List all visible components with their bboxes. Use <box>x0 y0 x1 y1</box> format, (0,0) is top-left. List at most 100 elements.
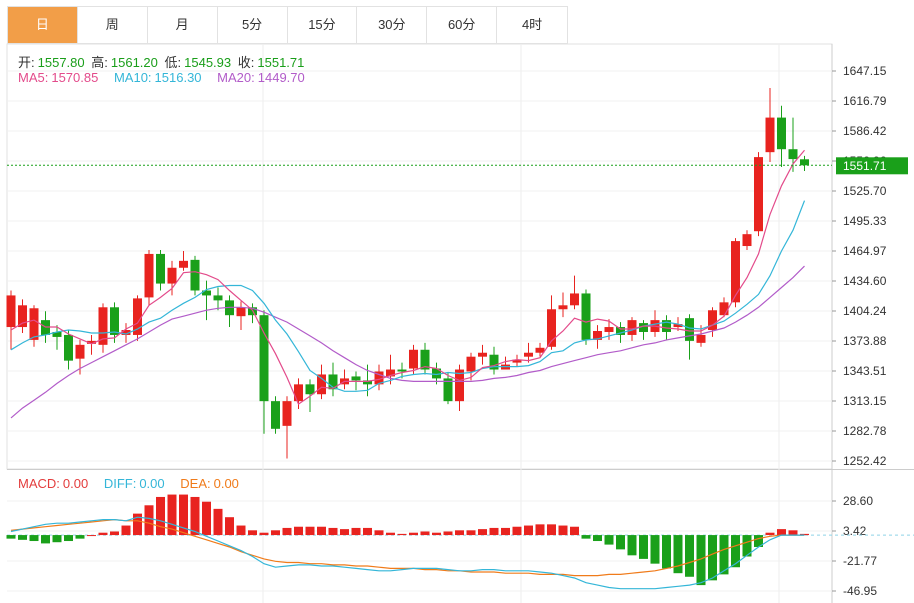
candle-body <box>639 323 648 332</box>
last-price-label: 1551.71 <box>843 159 887 173</box>
ma5-value: 1570.85 <box>51 70 99 85</box>
candle-body <box>593 330 602 340</box>
ma10-line <box>10 200 806 392</box>
price-tick-label: 1525.70 <box>843 184 887 198</box>
candle-body <box>282 401 292 426</box>
macd-tick-label: 28.60 <box>843 494 873 508</box>
macd-bar <box>650 535 660 564</box>
macd-bar <box>409 532 418 536</box>
candle-body <box>455 369 464 402</box>
macd-bar <box>777 529 786 536</box>
candle-body <box>800 159 809 166</box>
macd-bar <box>731 535 740 568</box>
tab-15min[interactable]: 15分 <box>288 7 358 43</box>
candle-body <box>179 260 188 268</box>
diff-value: 0.00 <box>139 476 165 491</box>
price-tick-label: 1373.88 <box>843 334 887 348</box>
price-tick-label: 1495.33 <box>843 214 887 228</box>
candle-body <box>409 349 418 369</box>
dea-value: 0.00 <box>213 476 239 491</box>
macd-bar <box>328 527 338 536</box>
candle-body <box>156 253 165 284</box>
macd-bar <box>455 530 464 536</box>
ma10-value: 1516.30 <box>154 70 202 85</box>
price-tick-label: 1282.78 <box>843 424 887 438</box>
macd-bar <box>29 535 39 542</box>
tab-day[interactable]: 日 <box>8 7 78 43</box>
macd-bar <box>558 525 568 536</box>
macd-bar <box>708 535 717 581</box>
tab-4hour[interactable]: 4时 <box>521 17 543 32</box>
macd-bar <box>236 525 246 536</box>
candle-body <box>696 334 706 343</box>
macd-bar <box>156 496 165 536</box>
candle-body <box>64 334 73 361</box>
candle-body <box>570 293 579 306</box>
low-label: 低: <box>164 55 182 70</box>
price-tick-label: 1586.42 <box>843 124 887 138</box>
candle-body <box>420 349 430 370</box>
high-value: 1561.20 <box>110 55 158 70</box>
macd-bar <box>478 529 487 536</box>
candle-body <box>98 307 108 345</box>
macd-bar <box>52 535 62 543</box>
low-value: 1545.93 <box>184 55 232 70</box>
candle-body <box>18 305 27 328</box>
tab-5min[interactable]: 5分 <box>218 7 288 43</box>
candle-body <box>558 305 568 310</box>
macd-bar <box>202 501 211 536</box>
candle-body <box>259 315 269 402</box>
main-panel-frame <box>6 43 833 470</box>
ma10-label: MA10: <box>113 70 152 85</box>
macd-bar <box>363 527 372 536</box>
candle-body <box>754 157 763 232</box>
candle-body <box>190 259 200 291</box>
high-label: 高: <box>91 55 108 70</box>
open-label: 开: <box>18 55 35 70</box>
price-tick-label: 1404.24 <box>843 304 887 318</box>
candle-body <box>213 295 223 301</box>
macd-bar <box>87 535 96 537</box>
macd-bar <box>179 494 188 536</box>
macd-bar <box>374 530 384 536</box>
ma5-label: MA5: <box>18 70 49 85</box>
macd-bar <box>41 535 50 544</box>
candle-body <box>363 380 372 385</box>
macd-bar <box>75 535 85 539</box>
macd-info: MACD: 0.00 DIFF: 0.00 DEA: 0.00 <box>18 476 242 491</box>
candle-body <box>512 359 522 363</box>
candle-body <box>144 253 154 298</box>
price-tick-label: 1434.60 <box>843 274 887 288</box>
price-tick-label: 1464.97 <box>843 244 887 258</box>
macd-tick-label: 3.42 <box>843 524 867 538</box>
candle-body <box>29 308 39 340</box>
macd-tick-label: -21.77 <box>843 554 877 568</box>
tab-30min[interactable]: 30分 <box>357 7 428 43</box>
macd-bar <box>616 535 625 550</box>
candle-body <box>765 117 775 153</box>
macd-bar <box>788 530 798 536</box>
macd-bar <box>305 526 315 536</box>
tab-month[interactable]: 月 <box>148 7 218 43</box>
candle-body <box>374 371 384 385</box>
macd-bar <box>627 535 637 556</box>
candle-body <box>397 369 407 372</box>
macd-bar <box>225 517 234 536</box>
ma-info: MA5: 1570.85 MA10: 1516.30 MA20: 1449.70 <box>18 70 308 85</box>
candle-body <box>87 340 96 344</box>
candle-body <box>236 307 246 317</box>
candle-body <box>478 352 487 357</box>
price-tick-label: 1343.51 <box>843 364 887 378</box>
macd-bar <box>64 535 73 542</box>
macd-label: MACD: <box>18 476 60 491</box>
candle-body <box>742 234 752 247</box>
candle-body <box>75 344 85 359</box>
macd-value: 0.00 <box>62 476 89 491</box>
tab-week[interactable]: 周 <box>78 7 148 43</box>
ma5-line <box>10 149 805 406</box>
tab-60min[interactable]: 60分 <box>427 7 498 43</box>
candle-body <box>466 356 476 372</box>
macd-bar <box>800 533 809 536</box>
macd-bar <box>524 525 533 536</box>
